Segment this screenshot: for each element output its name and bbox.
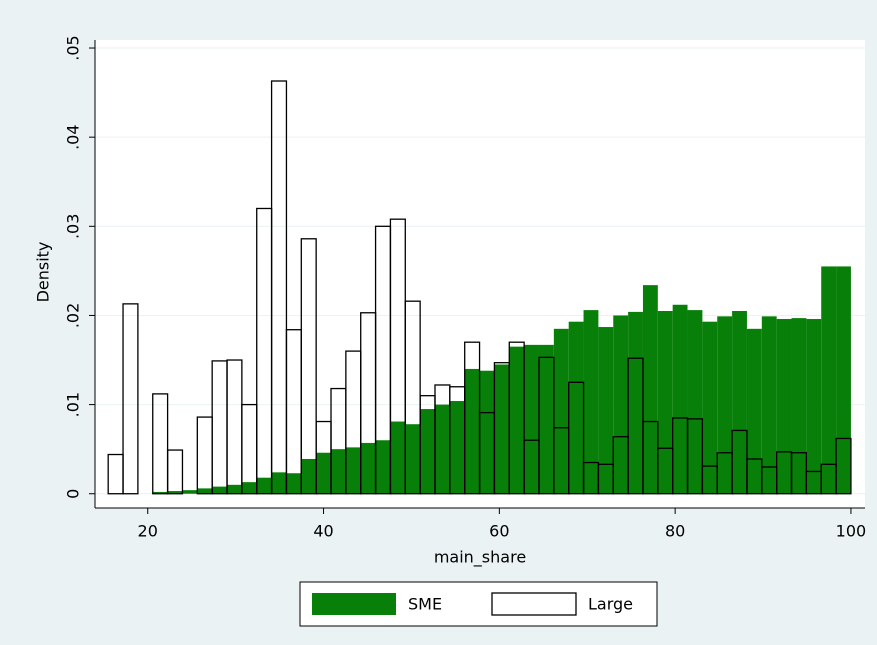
- bar: [227, 484, 242, 494]
- bar: [479, 370, 495, 494]
- bar: [434, 404, 450, 494]
- y-tick-label: .02: [64, 303, 83, 328]
- bar: [270, 80, 288, 495]
- bar: [300, 238, 317, 495]
- legend-swatch: [312, 593, 396, 615]
- bar: [271, 472, 287, 494]
- bar: [821, 266, 837, 494]
- bar: [568, 381, 585, 495]
- bar: [553, 328, 569, 494]
- bar: [420, 409, 435, 494]
- bar: [301, 458, 317, 494]
- bar: [509, 346, 525, 494]
- bar: [791, 318, 807, 494]
- bar: [806, 319, 822, 494]
- bar: [746, 328, 762, 494]
- legend-label: Large: [588, 595, 633, 614]
- bar: [672, 304, 688, 494]
- bar: [375, 440, 391, 494]
- bar: [122, 303, 139, 495]
- bar: [360, 442, 376, 494]
- y-tick-label: 0: [64, 489, 83, 499]
- bar: [508, 341, 525, 495]
- bar: [197, 488, 213, 494]
- bar: [331, 449, 346, 494]
- x-tick-label: 60: [489, 522, 509, 541]
- x-tick-label: 20: [138, 522, 158, 541]
- y-tick-label: .03: [64, 214, 83, 239]
- x-tick-label: 100: [836, 522, 867, 541]
- legend-swatch: [491, 592, 577, 616]
- bar: [241, 482, 257, 494]
- x-tick-label: 80: [665, 522, 685, 541]
- bar: [152, 491, 168, 494]
- bar: [613, 315, 629, 494]
- bar: [166, 449, 184, 495]
- bar: [345, 447, 361, 494]
- bar: [256, 477, 272, 494]
- bar: [182, 490, 198, 494]
- bar: [836, 266, 851, 494]
- bar: [538, 344, 554, 494]
- bar: [316, 452, 332, 494]
- y-tick-label: .04: [64, 124, 83, 149]
- bar: [776, 319, 792, 494]
- bar: [686, 418, 704, 495]
- bar: [212, 486, 228, 494]
- bar: [761, 316, 777, 494]
- bar: [717, 316, 733, 494]
- y-axis-label: Density: [34, 242, 53, 303]
- bar: [167, 491, 183, 494]
- bar: [835, 437, 852, 495]
- legend-label: SME: [408, 595, 442, 614]
- bar: [642, 285, 658, 494]
- bar: [628, 311, 643, 494]
- bar: [494, 364, 510, 494]
- bar: [464, 368, 480, 494]
- bar: [702, 321, 718, 494]
- bar: [583, 310, 599, 494]
- bar: [687, 310, 703, 494]
- bar: [568, 321, 584, 494]
- bar: [657, 310, 673, 494]
- bar: [449, 401, 465, 494]
- bar: [286, 473, 302, 494]
- bar: [538, 356, 555, 495]
- bar: [152, 393, 169, 495]
- x-tick-label: 40: [313, 522, 333, 541]
- bar: [598, 327, 614, 494]
- bar: [524, 344, 539, 494]
- x-axis-label: main_share: [434, 548, 526, 568]
- y-tick-label: .05: [64, 35, 83, 60]
- bar: [390, 421, 406, 494]
- bar: [405, 424, 421, 494]
- y-tick-label: .01: [64, 392, 83, 417]
- bar: [732, 310, 747, 494]
